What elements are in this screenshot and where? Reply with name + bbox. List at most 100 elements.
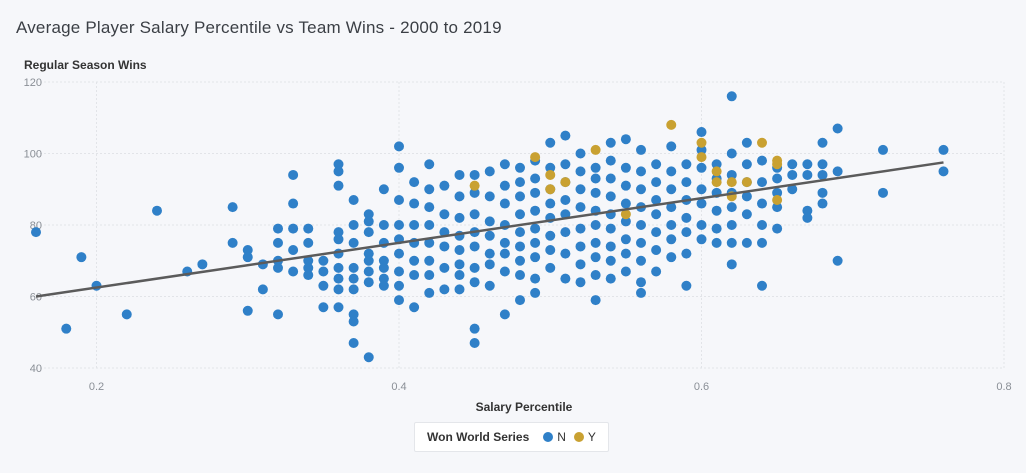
data-point-n: [499, 237, 510, 248]
data-point-n: [832, 255, 843, 266]
data-point-n: [605, 173, 616, 184]
data-point-n: [878, 187, 888, 198]
data-point-n: [318, 280, 329, 291]
data-point-n: [454, 259, 465, 270]
data-point-n: [363, 266, 374, 277]
legend-item-n[interactable]: N: [543, 430, 566, 444]
data-point-n: [666, 141, 677, 152]
data-point-n: [363, 255, 374, 266]
y-tick-label: 120: [24, 77, 42, 89]
data-point-n: [348, 316, 359, 327]
data-point-n: [227, 202, 238, 213]
data-point-n: [636, 166, 646, 177]
data-point-n: [469, 187, 480, 198]
data-point-n: [515, 241, 525, 252]
data-point-n: [802, 205, 813, 216]
data-point-n: [499, 198, 510, 209]
data-point-n: [515, 162, 525, 173]
data-point-n: [288, 169, 299, 180]
data-point-n: [545, 198, 556, 209]
data-point-n: [696, 220, 707, 230]
data-point-n: [348, 220, 359, 230]
data-point-n: [726, 169, 737, 180]
data-point-n: [530, 187, 541, 198]
data-point-n: [378, 280, 389, 291]
data-point-n: [726, 148, 737, 159]
data-point-n: [757, 155, 767, 166]
data-point-n: [681, 280, 692, 291]
data-point-n: [303, 223, 314, 234]
data-point-n: [590, 270, 601, 281]
x-tick-label: 0.8: [996, 381, 1011, 393]
data-point-n: [530, 173, 541, 184]
data-point-y: [469, 180, 480, 191]
data-point-n: [666, 166, 677, 177]
data-point-n: [499, 180, 510, 191]
y-tick-label: 40: [30, 363, 42, 375]
data-point-n: [454, 212, 465, 223]
data-point-n: [590, 252, 601, 263]
data-point-n: [197, 259, 208, 270]
data-point-n: [620, 234, 631, 245]
data-point-n: [530, 287, 541, 298]
data-point-n: [242, 252, 253, 263]
data-point-n: [787, 159, 798, 170]
data-point-n: [409, 220, 420, 230]
data-point-y: [545, 169, 556, 180]
data-point-n: [696, 234, 707, 245]
data-point-n: [590, 220, 601, 230]
data-point-n: [439, 180, 450, 191]
data-point-n: [575, 241, 586, 252]
data-point-n: [394, 266, 404, 277]
data-point-n: [484, 280, 495, 291]
data-point-n: [636, 220, 646, 230]
data-point-n: [575, 202, 586, 213]
data-point-n: [741, 209, 752, 220]
data-point-n: [560, 227, 571, 238]
data-point-n: [469, 337, 480, 348]
data-point-n: [318, 266, 329, 277]
data-point-n: [575, 223, 586, 234]
data-point-n: [515, 227, 525, 238]
data-point-n: [636, 277, 646, 288]
x-tick-label: 0.6: [694, 381, 709, 393]
legend-label-y: Y: [587, 430, 596, 444]
data-point-n: [76, 252, 87, 263]
data-point-n: [348, 309, 359, 320]
data-point-n: [772, 187, 783, 198]
y-axis-label: Regular Season Wins: [24, 58, 147, 72]
data-point-n: [938, 144, 949, 155]
data-point-n: [741, 191, 752, 202]
data-point-n: [409, 177, 420, 188]
x-tick-label: 0.2: [89, 381, 104, 393]
data-point-n: [242, 245, 253, 256]
legend-item-y[interactable]: Y: [573, 430, 596, 444]
data-point-n: [394, 162, 404, 173]
data-point-y: [590, 144, 601, 155]
data-point-y: [530, 152, 541, 163]
data-point-n: [515, 177, 525, 188]
data-point-n: [696, 184, 707, 195]
data-point-n: [590, 237, 601, 248]
data-point-n: [787, 184, 798, 195]
x-axis-label: Salary Percentile: [475, 400, 573, 414]
data-point-y: [620, 209, 631, 220]
data-point-n: [605, 241, 616, 252]
data-point-n: [273, 262, 283, 273]
data-point-y: [711, 166, 722, 177]
data-point-y: [545, 184, 556, 195]
data-point-y: [757, 137, 767, 148]
data-point-n: [363, 248, 374, 259]
data-point-n: [394, 248, 404, 259]
data-point-n: [303, 262, 314, 273]
data-point-y: [772, 194, 783, 205]
data-point-n: [454, 169, 465, 180]
data-point-n: [575, 277, 586, 288]
y-tick-label: 100: [24, 149, 42, 161]
data-point-n: [560, 273, 571, 284]
data-point-n: [288, 266, 299, 277]
data-point-n: [515, 191, 525, 202]
data-point-n: [288, 198, 299, 209]
chart-title: Average Player Salary Percentile vs Team…: [16, 18, 502, 37]
data-point-n: [696, 162, 707, 173]
